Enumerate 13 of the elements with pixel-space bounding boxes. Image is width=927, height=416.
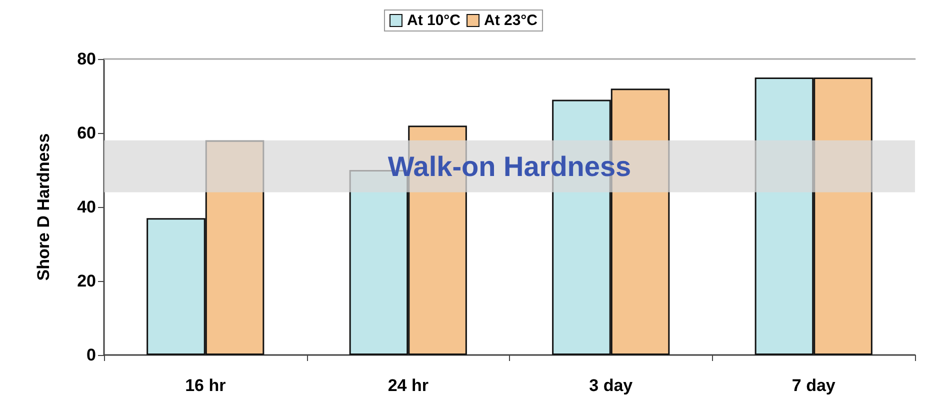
y-tick-label: 80: [77, 50, 96, 68]
y-tick-label: 0: [86, 346, 96, 364]
legend-label: At 10°C: [406, 12, 461, 29]
band-label: Walk-on Hardness: [388, 150, 632, 182]
y-tick-label: 20: [77, 272, 96, 290]
y-tick-label: 40: [77, 198, 96, 216]
y-tick-label: 60: [77, 124, 96, 142]
x-tick-label: 3 day: [589, 376, 634, 395]
y-axis-title: Shore D Hardness: [34, 133, 53, 281]
x-tick-label: 7 day: [792, 376, 836, 395]
x-tick-label: 16 hr: [185, 376, 226, 395]
legend-label: At 23°C: [484, 12, 538, 29]
x-tick-label: 24 hr: [388, 376, 429, 395]
